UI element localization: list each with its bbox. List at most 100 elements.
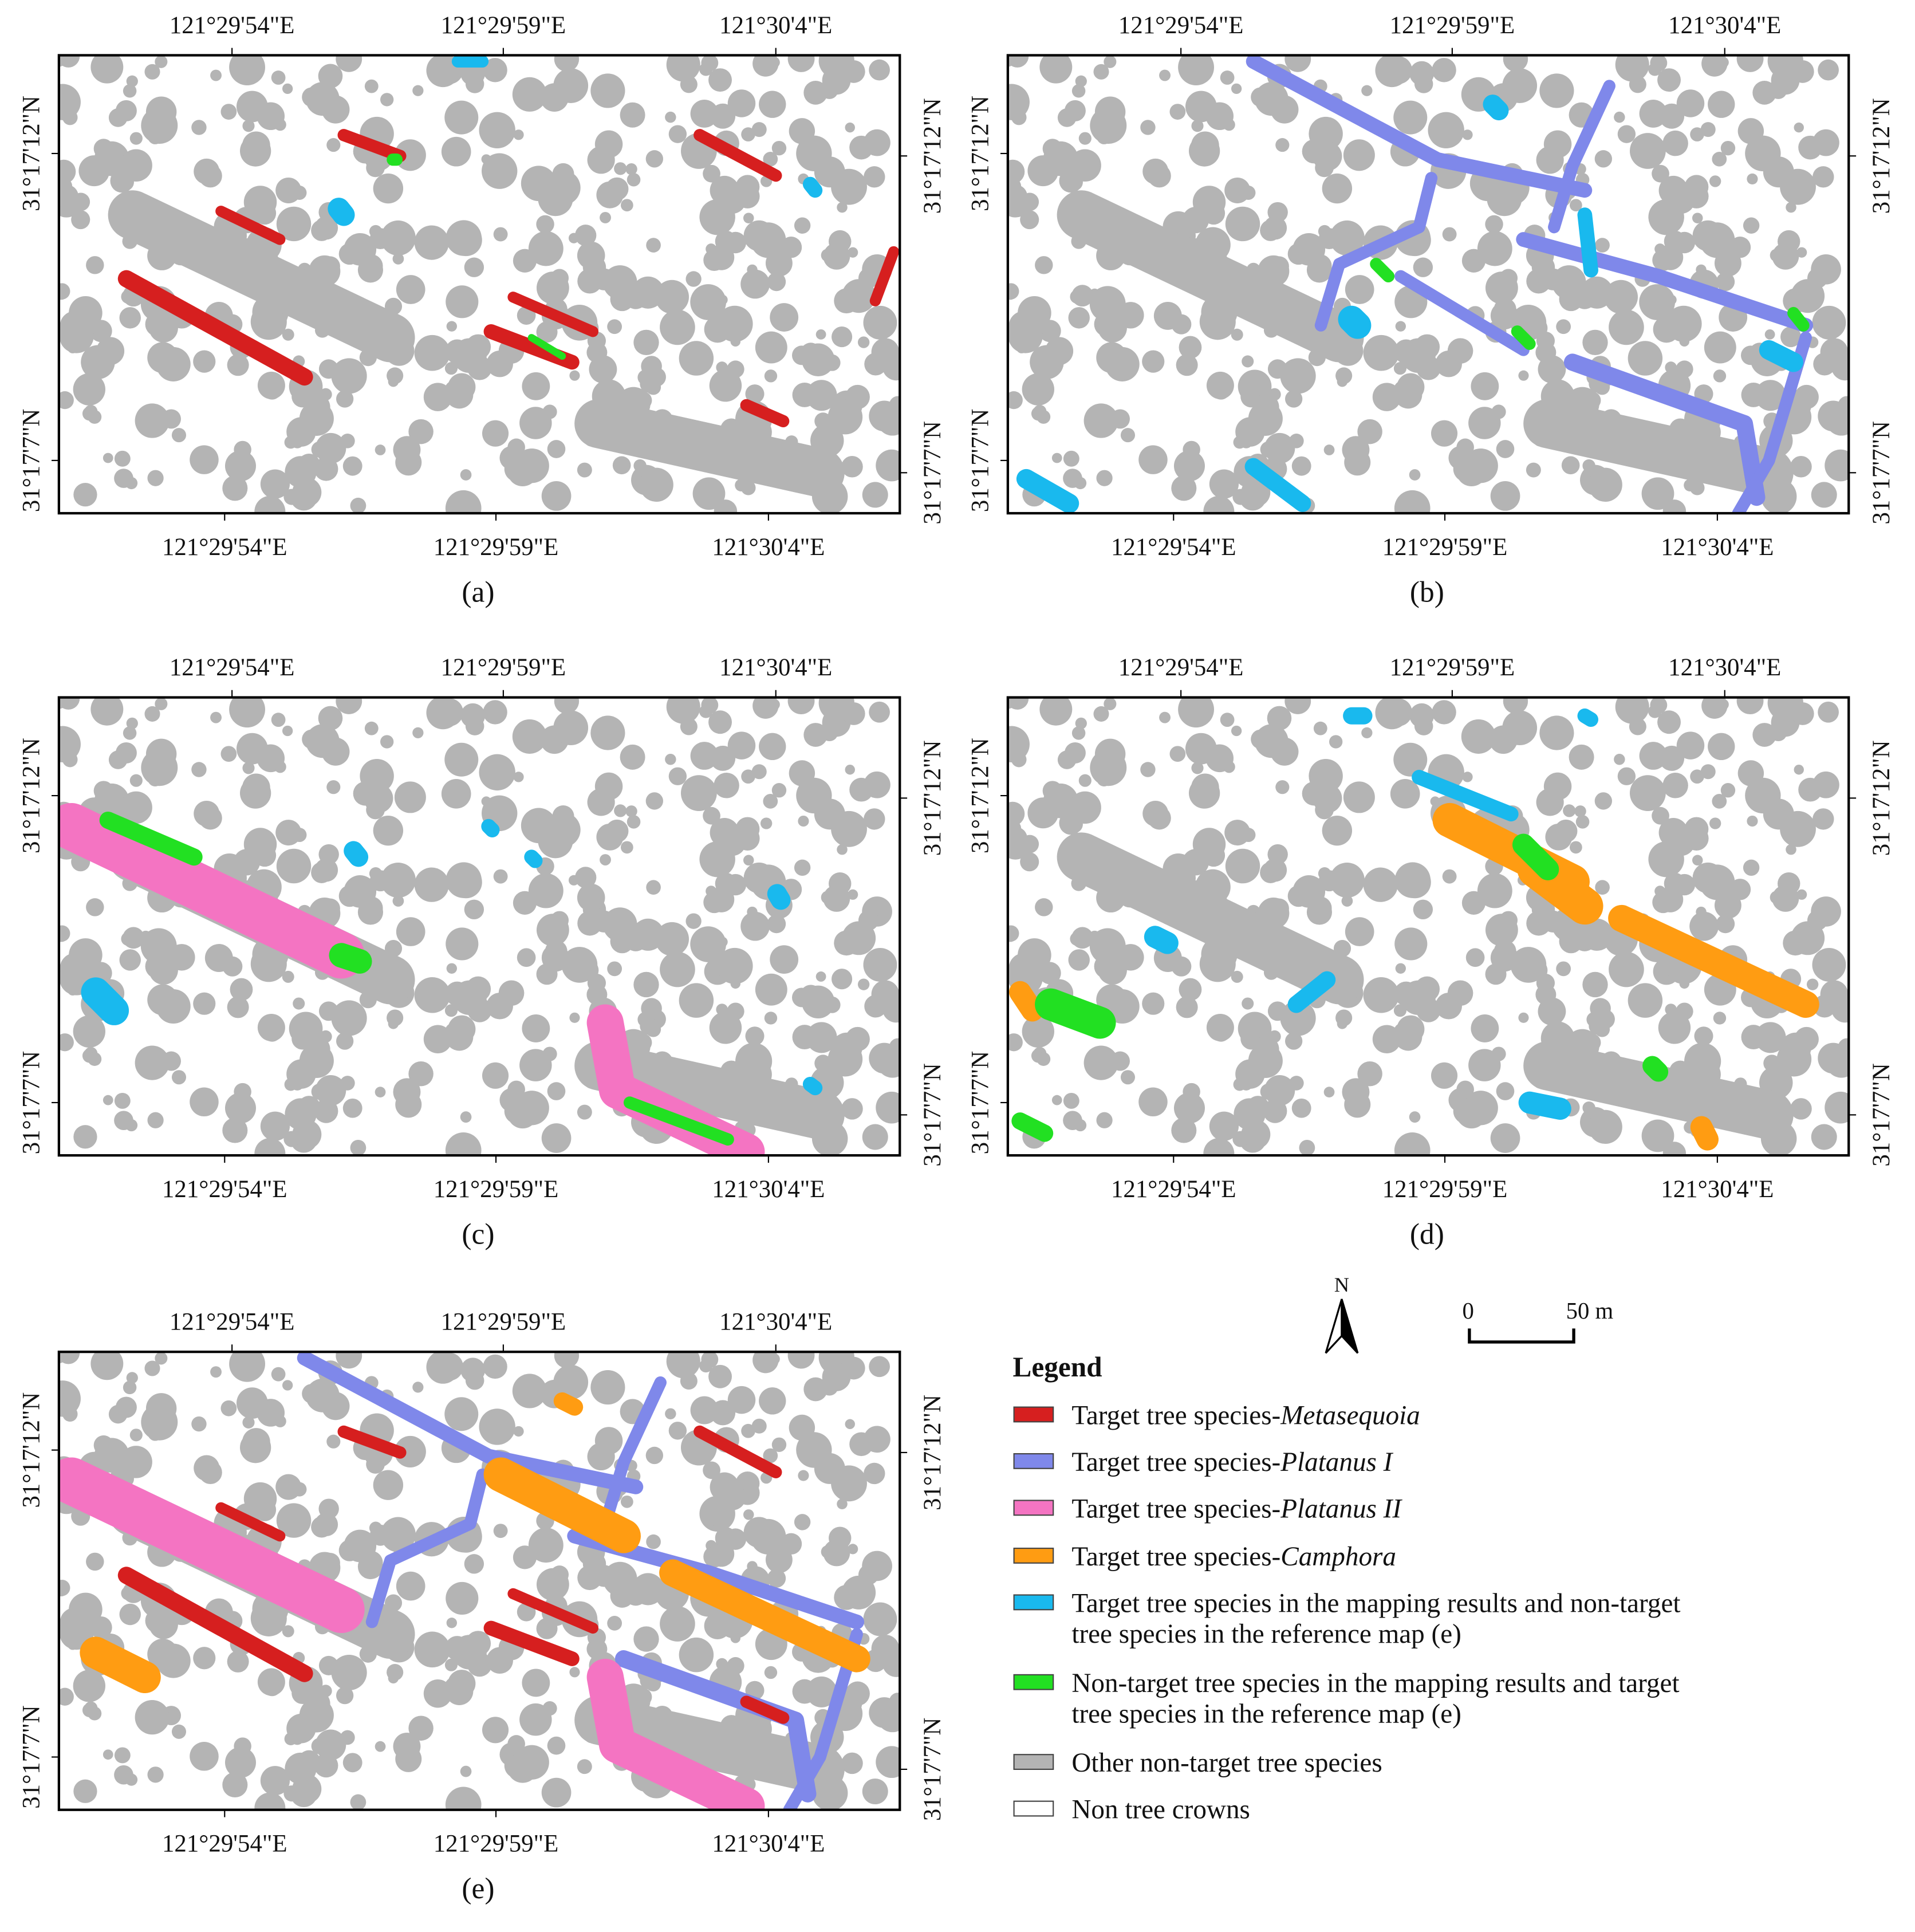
tree-crown [864,771,890,798]
tree-crown [769,57,780,68]
tree-crown [633,459,647,473]
tree-crown [1260,861,1282,883]
tree-crown [119,307,141,329]
tree-crown [89,1616,112,1639]
tree-crown [1140,762,1156,777]
tree-crown [528,231,564,266]
map-frame [1006,696,1850,1157]
map-frame [1006,54,1850,515]
tree-crown [445,1636,470,1661]
tree-crown [73,483,97,507]
tree-crown [769,699,780,710]
tree-crown [322,1002,334,1014]
tree-crown [633,1626,659,1652]
tree-crown [794,1514,811,1530]
tree-crown [1142,350,1165,373]
tree-crown [90,697,124,726]
tree-crown [482,420,509,447]
tree-crown [1812,771,1839,798]
species-crown [117,270,313,386]
species-crown [1338,305,1372,339]
legend-label: Target tree species-Platanus II [1071,1494,1402,1524]
tree-crown [236,90,268,123]
tree-crown [222,956,243,977]
tree-crown [1011,109,1027,125]
tree-crown [741,1423,755,1438]
tree-crown [841,455,863,478]
lat-label: 31°17'12"N [18,738,45,853]
tree-crown [466,976,491,1002]
tree-crown [448,373,476,401]
tree-crown [1569,744,1594,770]
tree-crown [90,1352,124,1380]
tree-crown [229,55,265,85]
tree-crown [58,84,81,120]
tree-crown [546,812,581,848]
tree-crown [1696,264,1707,276]
tree-crown [446,1618,457,1628]
tree-crown [666,697,700,724]
tree-crown [1329,862,1365,898]
tree-crown [655,280,689,314]
tree-crown [446,963,457,974]
tree-crown [800,343,822,364]
tree-crown [692,477,726,510]
tree-crown [1743,217,1760,234]
tree-crown [1538,355,1566,384]
tree-crown [171,1070,187,1085]
tree-crown [1323,1087,1335,1097]
tree-crown [449,750,474,776]
species-crown [802,1076,823,1096]
tree-crown [58,726,81,762]
tree-crown [575,867,597,888]
panel-label: (b) [1410,576,1444,608]
tree-crown [254,495,286,514]
tree-crown [871,1634,900,1663]
tree-crown [1462,772,1473,782]
tree-crown [1538,997,1566,1026]
tree-crown [536,321,558,343]
legend-label: tree species in the reference map (e) [1071,1699,1461,1729]
tree-crown [1275,138,1290,152]
tree-crown [68,343,78,353]
tree-crown [633,971,659,998]
tree-crown [614,162,627,175]
tree-crown [1825,1091,1849,1124]
tree-crown [460,1765,472,1777]
tree-crown [115,100,137,121]
tree-crown [574,399,845,498]
tree-crown [759,90,786,118]
tree-crown [1394,862,1431,898]
tree-crown [831,810,867,847]
tree-crown [745,1026,765,1046]
species-crown [614,1650,817,1803]
tree-crown [542,1046,557,1061]
tree-crown [446,321,457,332]
tree-crown [1776,887,1796,908]
tree-crown [600,211,611,223]
tree-crown [541,1123,572,1153]
tree-crown [1267,844,1288,865]
legend-prefix: Target tree species- [1071,1542,1280,1572]
tree-crown [318,706,343,731]
tree-crown [864,1426,890,1453]
tree-crown [1690,127,1704,141]
tree-crown [1231,328,1243,341]
tree-crown [1394,981,1418,1006]
tree-crown [1070,290,1084,304]
species-crown [694,129,782,182]
tree-crown [679,341,714,376]
tree-crown [1490,1123,1520,1153]
tree-crown [388,376,399,387]
tree-crown [290,1780,318,1808]
tree-crown [554,55,580,72]
tree-crown [414,977,451,1013]
tree-crown [446,285,479,318]
tree-crown [1416,997,1441,1022]
tree-crown [889,396,900,414]
species-crown [215,1502,286,1542]
tree-crown [763,794,778,809]
tree-crown [1679,336,1690,347]
legend-species: Platanus I [1280,1447,1393,1477]
tree-crown [512,719,547,754]
